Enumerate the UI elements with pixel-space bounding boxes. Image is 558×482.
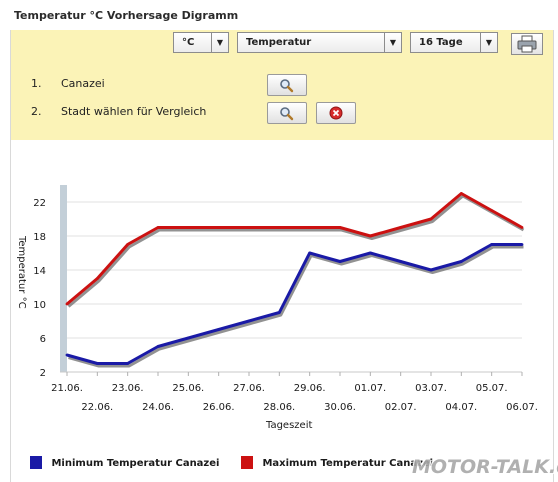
legend-max-label: Maximum Temperatur Canazei bbox=[262, 458, 434, 469]
series-min-line-shadow bbox=[68, 245, 524, 368]
data-point bbox=[186, 226, 190, 229]
data-point bbox=[95, 362, 99, 365]
chart-series bbox=[65, 192, 525, 368]
data-point bbox=[459, 260, 463, 263]
x-tick-label: 21.06. bbox=[51, 383, 83, 394]
red-x-icon bbox=[329, 106, 343, 120]
magnifier-icon bbox=[280, 79, 294, 93]
data-point bbox=[399, 226, 403, 229]
x-tick-label: 03.07. bbox=[415, 383, 447, 394]
data-point bbox=[520, 226, 524, 229]
x-tick-label: 05.07. bbox=[476, 383, 508, 394]
window-title: Temperatur °C Vorhersage Digramm bbox=[14, 9, 239, 22]
y-axis-bar bbox=[60, 185, 67, 372]
data-point bbox=[368, 234, 372, 238]
data-point bbox=[156, 345, 160, 348]
remove-city-2-button[interactable] bbox=[316, 102, 356, 124]
days-select-value: 16 Tage bbox=[419, 37, 463, 48]
x-tick-label: 24.06. bbox=[142, 402, 174, 413]
chevron-down-icon: ▼ bbox=[384, 33, 401, 52]
data-point bbox=[338, 260, 342, 263]
x-tick-label: 01.07. bbox=[354, 383, 386, 394]
chart-panel: °C ▼ Temperatur ▼ 16 Tage ▼ 1. Canazei bbox=[10, 30, 554, 482]
series-max-line bbox=[66, 192, 523, 306]
x-axis-title: Tageszeit bbox=[265, 420, 312, 431]
x-tick-label: 30.06. bbox=[324, 402, 356, 413]
data-point bbox=[277, 311, 281, 314]
data-point bbox=[368, 251, 372, 255]
data-point bbox=[65, 353, 69, 357]
x-tick-label: 06.07. bbox=[506, 402, 538, 413]
legend-min-swatch bbox=[30, 456, 42, 469]
data-point bbox=[126, 243, 130, 246]
x-tick-label: 22.06. bbox=[81, 402, 113, 413]
watermark-logo: MOTOR-TALK.de bbox=[412, 456, 558, 478]
data-point bbox=[247, 319, 251, 323]
magnifier-icon bbox=[280, 107, 294, 121]
x-tick-label: 27.06. bbox=[233, 383, 265, 394]
days-select[interactable]: 16 Tage ▼ bbox=[410, 32, 498, 53]
window-title-bar: Temperatur °C Vorhersage Digramm bbox=[0, 0, 558, 30]
x-tick-label: 25.06. bbox=[172, 383, 204, 394]
x-axis-ticks: 21.06. 22.06. 23.06. 24.06. 25.06. 26.06. 27.0… bbox=[51, 372, 538, 413]
data-point bbox=[308, 226, 312, 229]
series-max-line-shadow bbox=[67, 194, 525, 308]
data-point bbox=[338, 226, 342, 229]
data-point bbox=[156, 226, 160, 229]
legend-min: Minimum Temperatur Canazei bbox=[30, 456, 219, 469]
type-select[interactable]: Temperatur ▼ bbox=[237, 32, 402, 53]
unit-select-value: °C bbox=[182, 37, 195, 48]
y-axis-title: Temperatur °C bbox=[16, 235, 27, 309]
x-tick-label: 29.06. bbox=[294, 383, 326, 394]
type-select-value: Temperatur bbox=[246, 37, 312, 48]
y-tick-label: 10 bbox=[33, 300, 46, 311]
data-point bbox=[65, 302, 69, 306]
data-point bbox=[459, 192, 463, 195]
x-tick-label: 02.07. bbox=[385, 402, 417, 413]
unit-select[interactable]: °C ▼ bbox=[173, 32, 229, 53]
x-tick-label: 23.06. bbox=[112, 383, 144, 394]
data-point bbox=[186, 336, 190, 340]
data-point bbox=[247, 226, 251, 229]
legend-max: Maximum Temperatur Canazei bbox=[241, 456, 433, 469]
chevron-down-icon: ▼ bbox=[211, 33, 228, 52]
x-tick-label: 04.07. bbox=[445, 402, 477, 413]
data-point bbox=[429, 268, 433, 272]
series-min-line bbox=[66, 243, 522, 365]
data-point bbox=[399, 260, 403, 263]
chevron-down-icon: ▼ bbox=[480, 33, 497, 52]
x-tick-label: 26.06. bbox=[203, 402, 235, 413]
data-point bbox=[490, 243, 494, 246]
temperature-chart: 2 6 10 14 18 22 21.06. 22.06. 23.06. 24.06. 25.06… bbox=[16, 185, 538, 431]
legend-max-swatch bbox=[241, 456, 253, 469]
data-point bbox=[308, 251, 312, 255]
printer-icon bbox=[517, 35, 537, 53]
data-point bbox=[490, 209, 494, 212]
x-tick-label: 28.06. bbox=[263, 402, 295, 413]
data-point bbox=[429, 217, 433, 221]
y-tick-label: 18 bbox=[33, 232, 46, 243]
y-tick-label: 14 bbox=[33, 266, 46, 277]
data-point bbox=[277, 226, 281, 229]
city-number: 2. bbox=[31, 105, 42, 118]
y-axis-ticks: 2 6 10 14 18 22 bbox=[33, 198, 46, 379]
data-point bbox=[217, 226, 221, 229]
y-tick-label: 22 bbox=[33, 198, 46, 209]
city-compare-label: Stadt wählen für Vergleich bbox=[61, 105, 207, 118]
city-name: Canazei bbox=[61, 77, 105, 90]
legend-min-label: Minimum Temperatur Canazei bbox=[51, 458, 220, 469]
search-city-1-button[interactable] bbox=[267, 74, 307, 96]
data-point bbox=[520, 243, 524, 246]
controls-area: °C ▼ Temperatur ▼ 16 Tage ▼ 1. Canazei bbox=[11, 30, 553, 140]
y-tick-label: 2 bbox=[40, 368, 46, 379]
y-tick-label: 6 bbox=[40, 334, 46, 345]
city-number: 1. bbox=[31, 77, 42, 90]
data-point bbox=[95, 277, 99, 280]
data-point bbox=[217, 328, 221, 331]
data-point bbox=[126, 362, 130, 365]
search-city-2-button[interactable] bbox=[267, 102, 307, 124]
print-button[interactable] bbox=[511, 33, 543, 55]
